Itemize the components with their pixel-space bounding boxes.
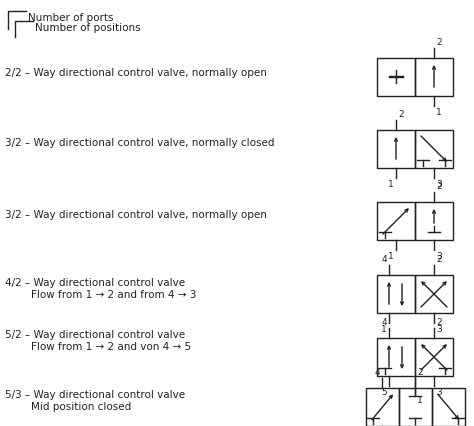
Text: 3: 3 bbox=[436, 387, 442, 396]
Text: 4: 4 bbox=[374, 367, 380, 376]
Text: 1: 1 bbox=[388, 251, 394, 260]
Text: 1: 1 bbox=[436, 108, 442, 117]
Text: 5/2 – Way directional control valve
        Flow from 1 → 2 and von 4 → 5: 5/2 – Way directional control valve Flow… bbox=[5, 329, 191, 351]
Text: 1: 1 bbox=[388, 180, 394, 189]
Text: 5/3 – Way directional control valve
        Mid position closed: 5/3 – Way directional control valve Mid … bbox=[5, 389, 185, 411]
Text: 2: 2 bbox=[436, 38, 442, 47]
Text: 1: 1 bbox=[381, 324, 387, 333]
Text: 4: 4 bbox=[382, 254, 387, 263]
Text: 2: 2 bbox=[436, 317, 442, 326]
Bar bbox=[415, 338, 453, 376]
Bar bbox=[377, 202, 415, 240]
Bar bbox=[399, 388, 432, 426]
Text: 2: 2 bbox=[417, 367, 423, 376]
Text: 2: 2 bbox=[436, 254, 442, 263]
Text: 3/2 – Way directional control valve, normally open: 3/2 – Way directional control valve, nor… bbox=[5, 210, 267, 219]
Text: 2: 2 bbox=[398, 110, 404, 119]
Text: 2/2 – Way directional control valve, normally open: 2/2 – Way directional control valve, nor… bbox=[5, 68, 267, 78]
Text: 3: 3 bbox=[436, 180, 442, 189]
Bar bbox=[366, 388, 399, 426]
Bar bbox=[377, 275, 415, 313]
Text: 4/2 – Way directional control valve
        Flow from 1 → 2 and from 4 → 3: 4/2 – Way directional control valve Flow… bbox=[5, 277, 196, 299]
Text: 2: 2 bbox=[436, 181, 442, 190]
Bar bbox=[377, 338, 415, 376]
Text: Number of positions: Number of positions bbox=[35, 23, 141, 33]
Text: 3/2 – Way directional control valve, normally closed: 3/2 – Way directional control valve, nor… bbox=[5, 138, 274, 148]
Bar bbox=[432, 388, 465, 426]
Text: Number of ports: Number of ports bbox=[28, 13, 113, 23]
Bar bbox=[377, 59, 415, 97]
Text: 3: 3 bbox=[436, 324, 442, 333]
Text: 1: 1 bbox=[417, 395, 423, 404]
Bar bbox=[415, 275, 453, 313]
Text: 4: 4 bbox=[382, 317, 387, 326]
Bar bbox=[377, 131, 415, 169]
Bar bbox=[415, 131, 453, 169]
Text: 5: 5 bbox=[381, 387, 387, 396]
Bar bbox=[415, 59, 453, 97]
Text: 3: 3 bbox=[436, 251, 442, 260]
Bar bbox=[415, 202, 453, 240]
